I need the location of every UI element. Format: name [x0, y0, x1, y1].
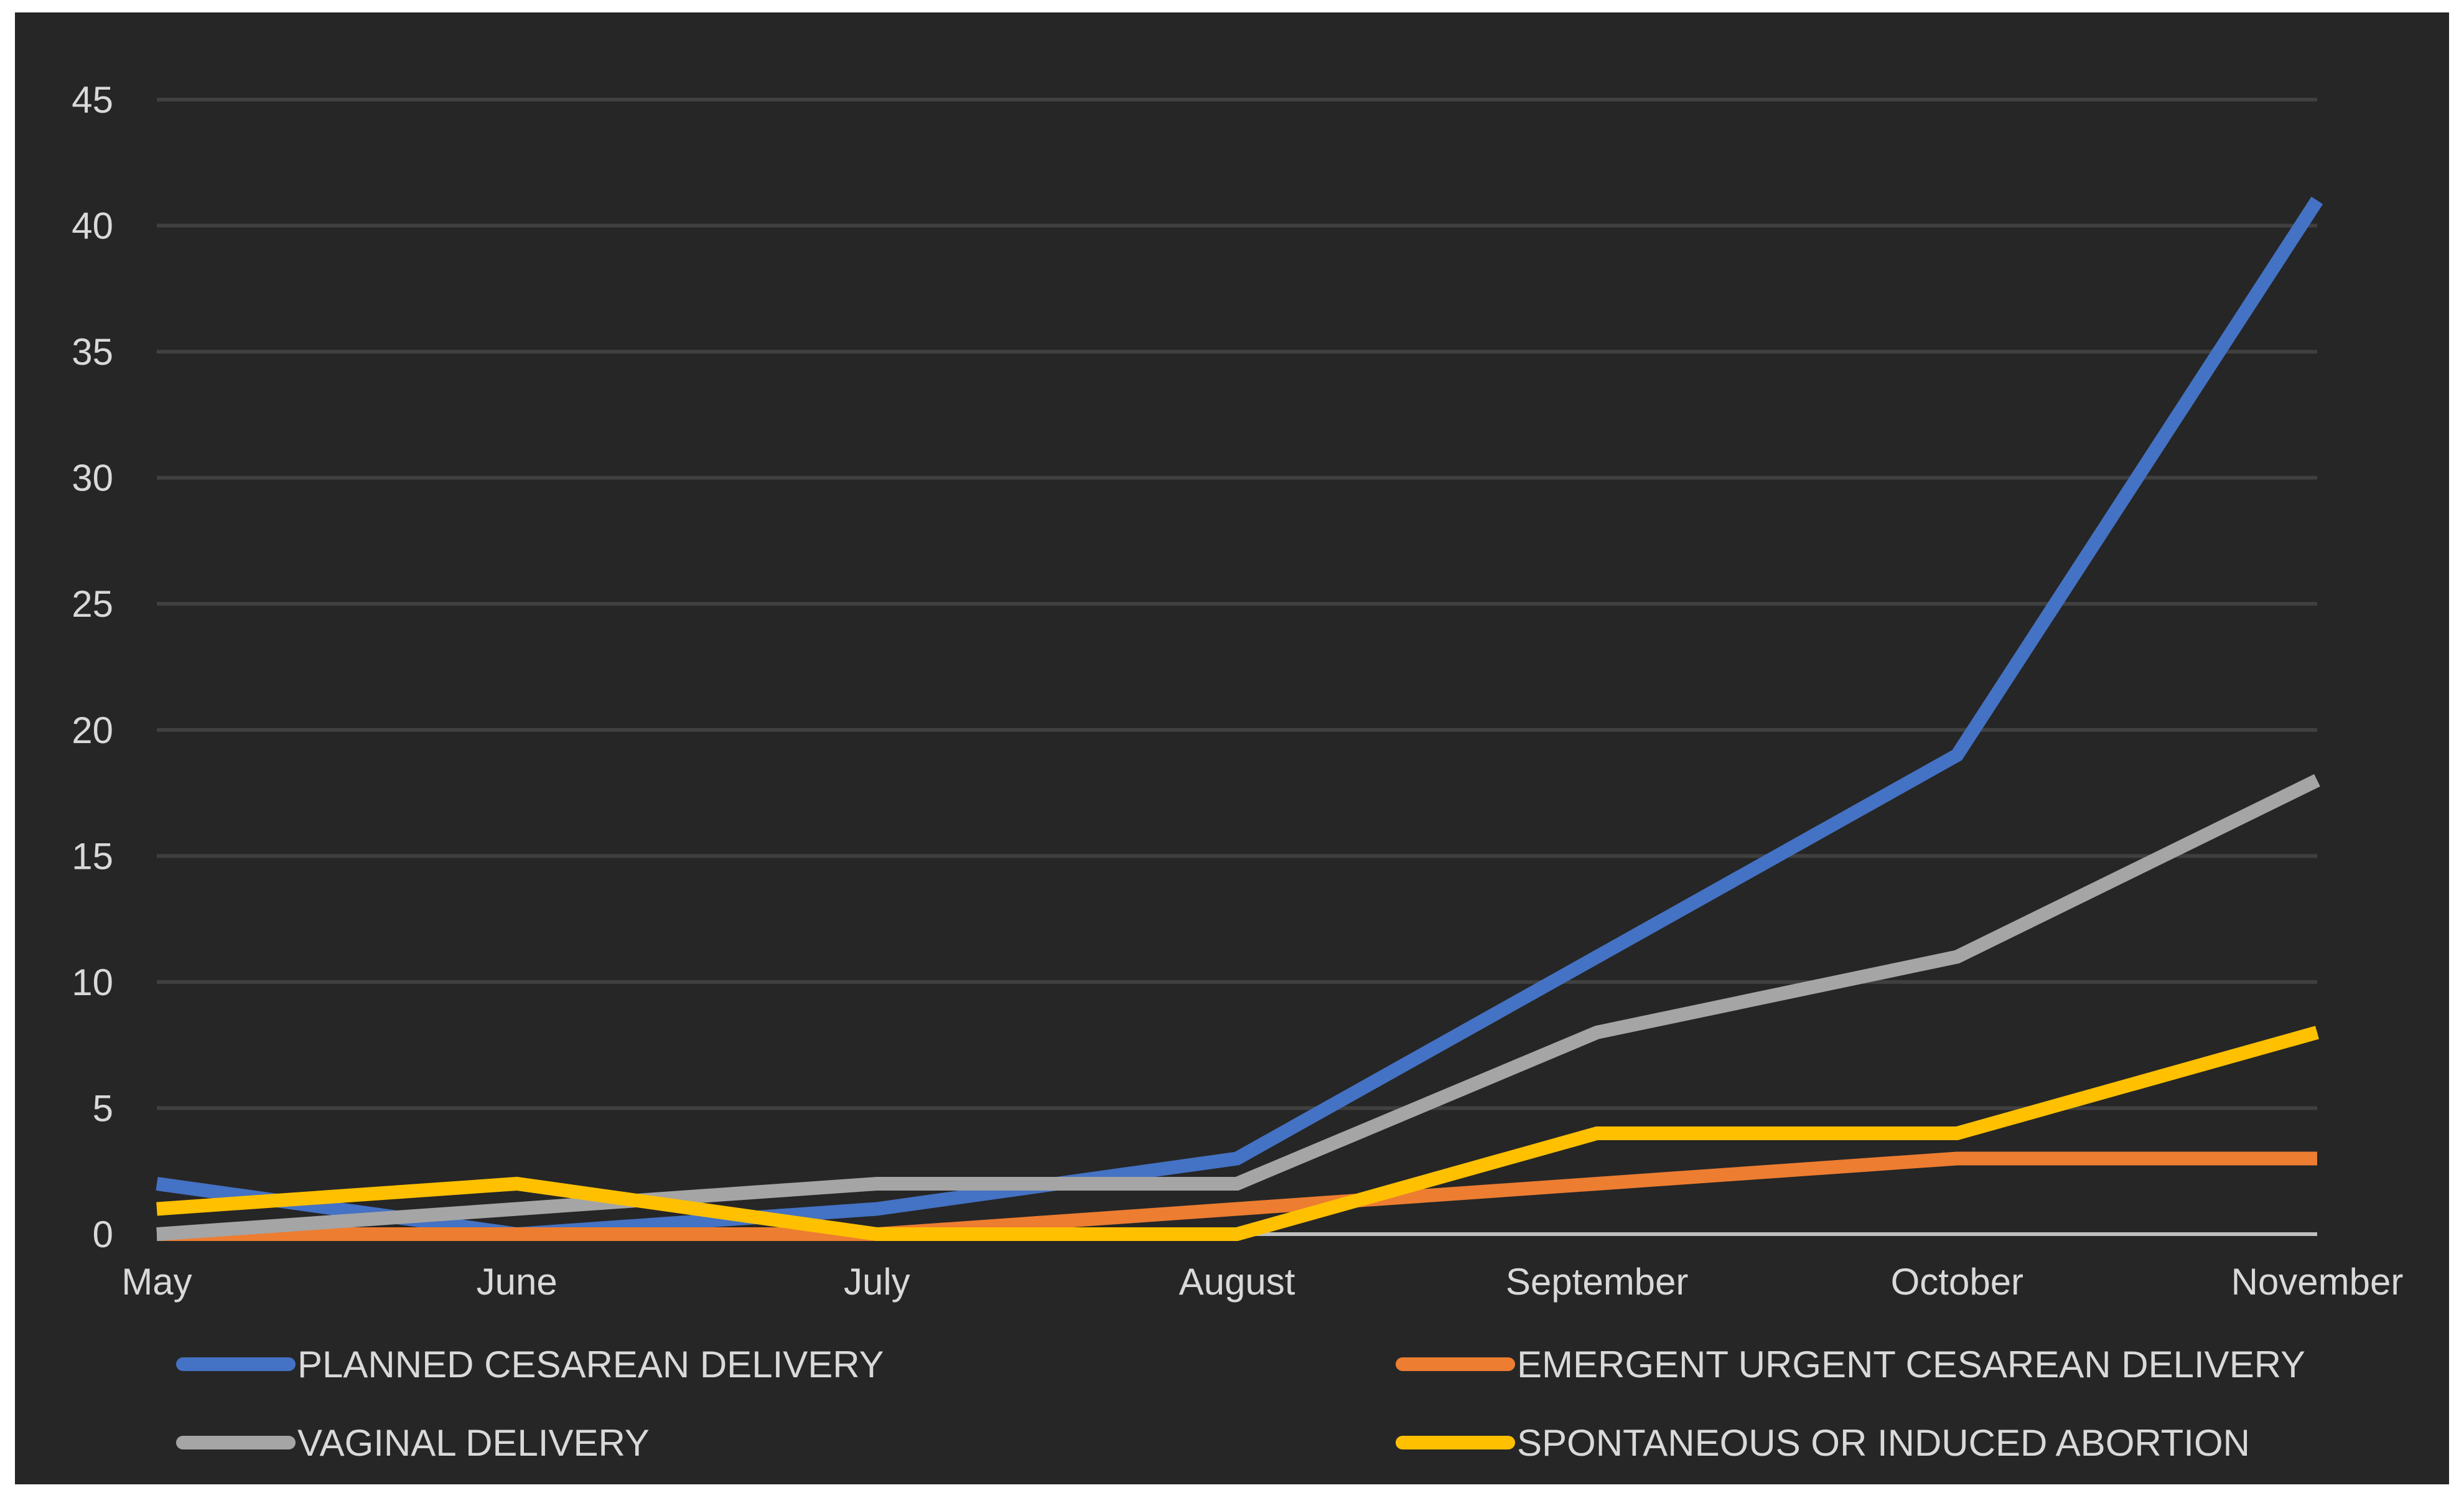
series-line-3: [156, 774, 2320, 1241]
y-tick-label: 35: [72, 331, 113, 373]
legend-label: SPONTANEOUS OR INDUCED ABORTION: [1517, 1422, 2250, 1464]
x-tick-label: June: [477, 1261, 558, 1303]
legend-label: EMERGENT URGENT CESAREAN DELIVERY: [1517, 1344, 2305, 1385]
x-tick-label: October: [1891, 1261, 2023, 1303]
y-axis-ticks: 0 5 10 15 20 25 30 35 40 45: [72, 79, 113, 1255]
x-tick-label: September: [1506, 1261, 1689, 1303]
x-tick-label: November: [2231, 1261, 2404, 1303]
y-tick-label: 10: [72, 962, 113, 1003]
line-chart: 0 5 10 15 20 25 30 35 40 45 May June July August Sept…: [72, 79, 2403, 1464]
x-tick-label: May: [121, 1261, 192, 1303]
y-tick-label: 15: [72, 835, 113, 877]
x-tick-label: August: [1179, 1261, 1295, 1303]
series-line-1: [156, 197, 2323, 1242]
y-tick-label: 0: [93, 1214, 113, 1255]
x-axis-ticks: May June July August September October Novembe…: [121, 1261, 2403, 1303]
series-line-2: [157, 1151, 2317, 1241]
legend-label: VAGINAL DELIVERY: [297, 1422, 650, 1464]
legend-label: PLANNED CESAREAN DELIVERY: [297, 1344, 884, 1385]
y-tick-label: 30: [72, 457, 113, 499]
y-tick-label: 5: [93, 1087, 113, 1129]
gridlines: [157, 98, 2317, 1236]
chart-frame: 0 5 10 15 20 25 30 35 40 45 May June July August Sept…: [15, 12, 2449, 1484]
y-tick-label: 45: [72, 79, 113, 121]
series-line-4: [156, 1026, 2319, 1241]
legend: PLANNED CESAREAN DELIVERY EMERGENT URGENT…: [176, 1344, 2305, 1464]
x-tick-label: July: [844, 1261, 910, 1303]
y-tick-label: 25: [72, 583, 113, 625]
y-tick-label: 40: [72, 205, 113, 247]
y-tick-label: 20: [72, 709, 113, 751]
series-lines: [156, 197, 2323, 1242]
